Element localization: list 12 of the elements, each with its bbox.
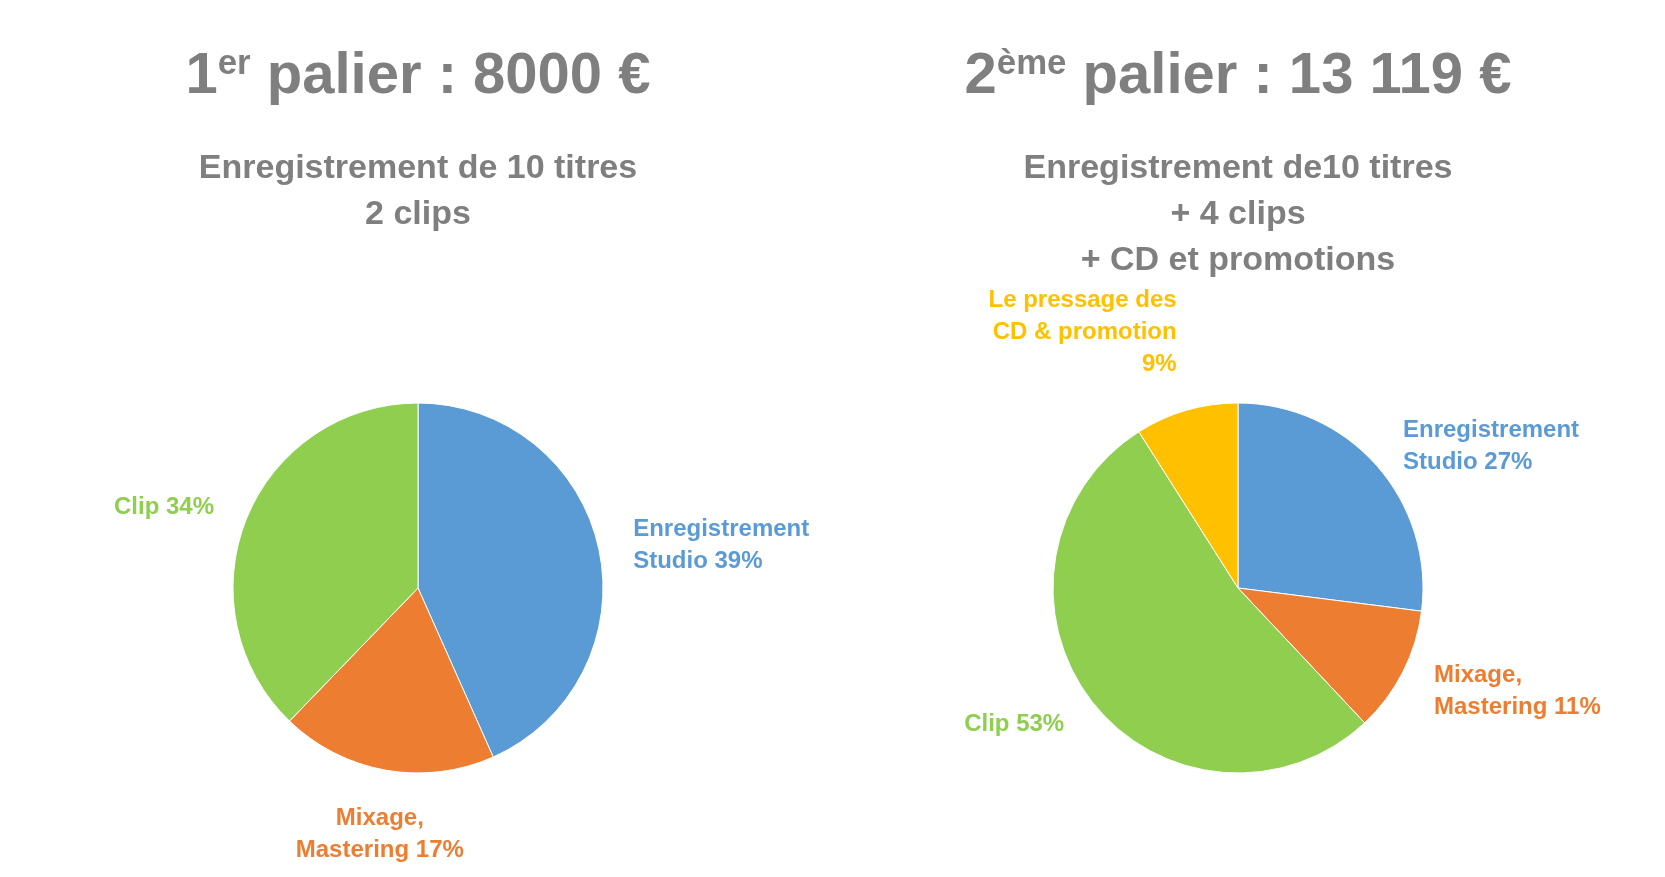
- slice-label: Mixage, Mastering 11%: [1434, 659, 1601, 719]
- chart-title: 1$^{er}$ palier : 8000 €: [185, 40, 651, 105]
- data-label: 9%: [1141, 348, 1177, 376]
- chart-subtitle: Enregistrement de10 titres + 4 clips + CD et promotions: [1023, 147, 1453, 277]
- slice-label: Enregistrement Studio 27%: [1403, 414, 1580, 474]
- slice-label: Clip 53%: [964, 708, 1065, 736]
- slice-label: Le pressage des CD & promotion: [988, 284, 1177, 344]
- chart-subtitle: Enregistrement de 10 titres 2 clips: [198, 147, 638, 231]
- slice-label: Clip 34%: [113, 491, 215, 519]
- chart-title: 2$^{ème}$ palier : 13 119 €: [964, 40, 1512, 105]
- slice-label: Mixage, Mastering 17%: [295, 802, 464, 862]
- slice-label: Enregistrement Studio 39%: [633, 514, 810, 574]
